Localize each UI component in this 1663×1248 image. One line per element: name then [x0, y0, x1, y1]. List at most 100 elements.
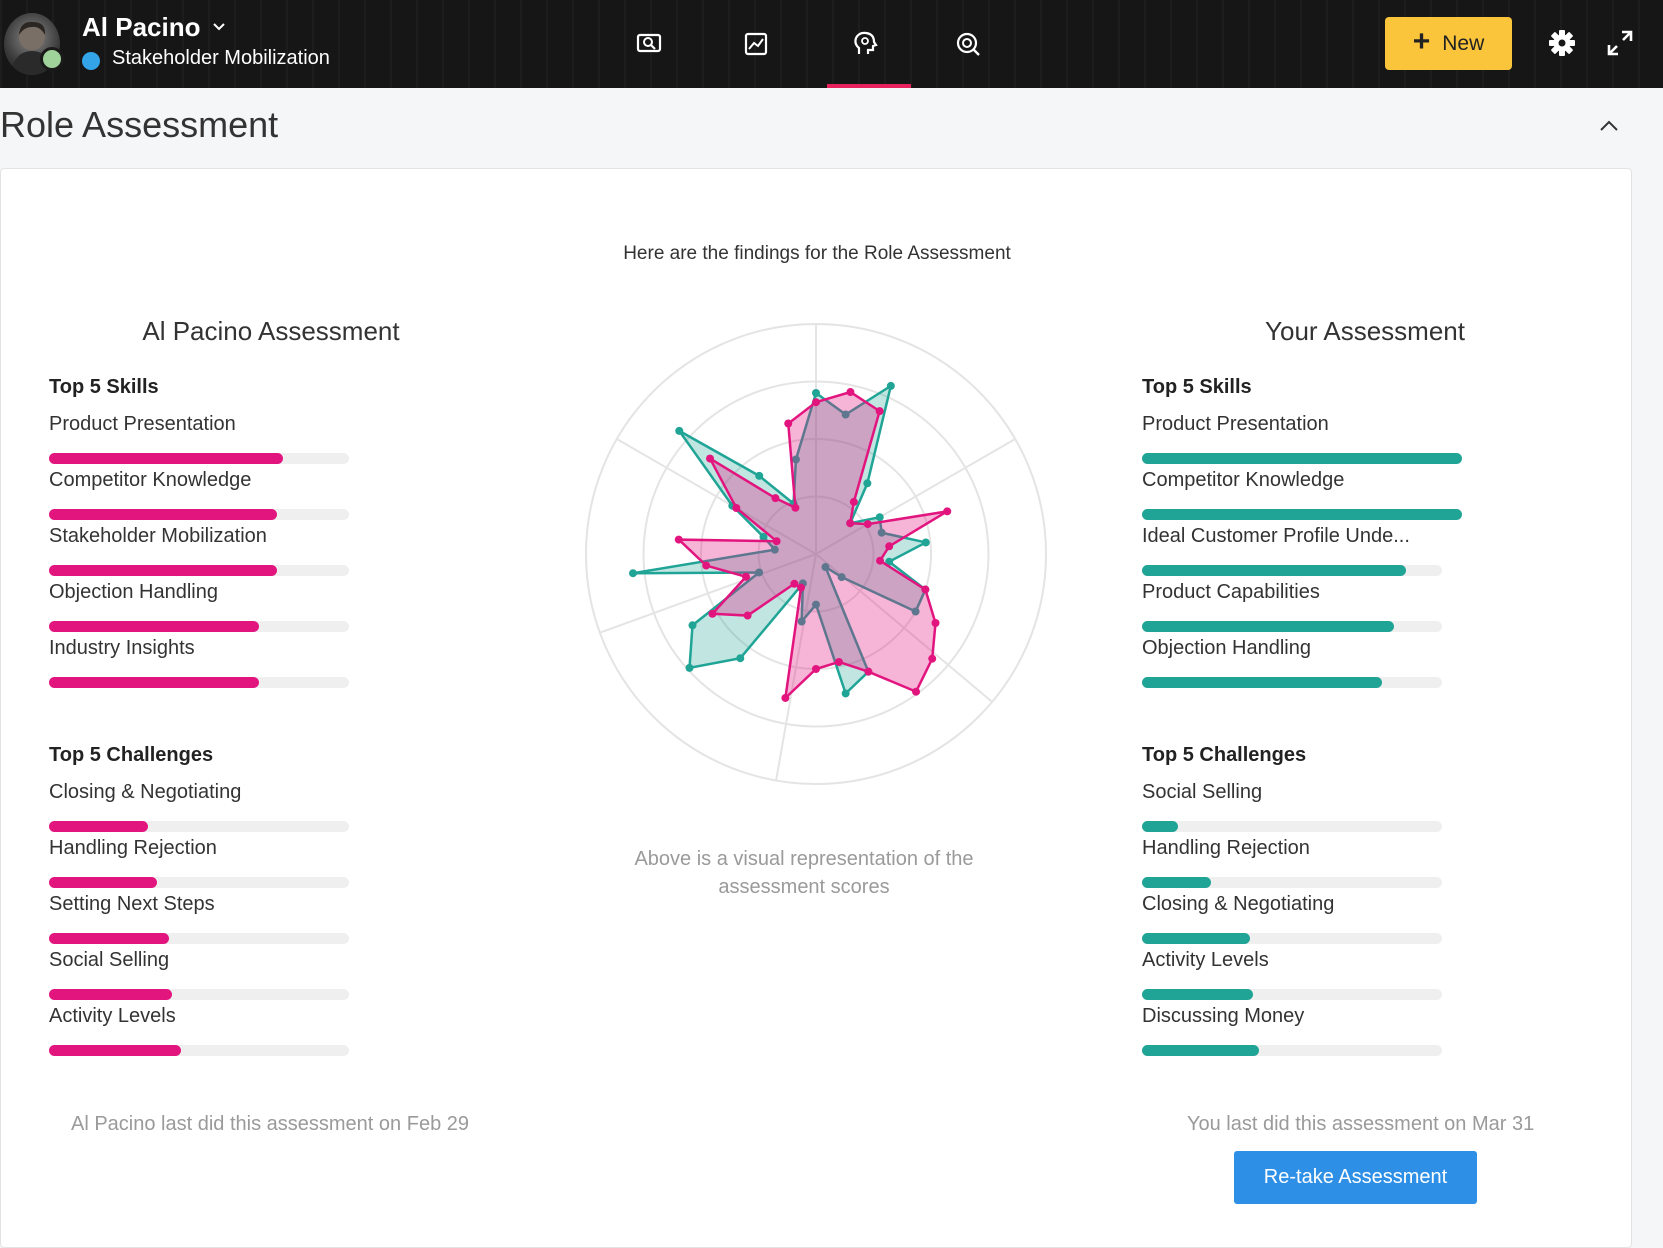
chevron-down-icon[interactable] [212, 19, 226, 37]
assessment-item-label: Closing & Negotiating [1142, 893, 1335, 915]
radar-point [688, 621, 697, 630]
assessment-item-label: Competitor Knowledge [1142, 469, 1345, 491]
score-bar [49, 621, 349, 632]
radar-point [629, 569, 638, 578]
radar-point [885, 542, 894, 551]
assessment-item-label: Handling Rejection [49, 837, 217, 859]
radar-point [849, 497, 858, 506]
radar-point [755, 568, 764, 577]
radar-point [841, 410, 850, 419]
score-bar [49, 565, 349, 576]
right-skills-title: Top 5 Skills [1142, 376, 1252, 398]
radar-point [921, 585, 930, 594]
radar-spoke [775, 553, 817, 781]
radar-spoke [599, 553, 817, 634]
assessment-item-label: Discussing Money [1142, 1005, 1305, 1027]
radar-point [759, 532, 768, 541]
radar-spoke [616, 438, 817, 555]
radar-point [706, 454, 715, 463]
radar-point [864, 667, 873, 676]
radar-point [812, 665, 820, 673]
score-bar [1142, 821, 1442, 832]
radar-point [841, 689, 850, 698]
status-dot [82, 52, 100, 70]
radar-point [732, 504, 741, 512]
score-bar [49, 509, 349, 520]
target-icon[interactable] [954, 30, 982, 58]
radar-chart [585, 323, 1047, 785]
chart-caption: Above is a visual representation of the … [634, 848, 974, 898]
assessment-item-label: Objection Handling [49, 581, 218, 603]
assessment-item-label: Product Presentation [1142, 413, 1329, 435]
fullscreen-icon[interactable] [1605, 28, 1635, 58]
score-bar-fill [1142, 933, 1250, 944]
gear-icon[interactable] [1547, 28, 1577, 58]
radar-point [921, 538, 930, 547]
radar-point [877, 528, 886, 537]
score-bar-fill [1142, 677, 1382, 688]
radar-point [821, 563, 830, 572]
assessment-item-label: Industry Insights [49, 637, 195, 659]
radar-point [812, 389, 820, 397]
plus-icon: + [1412, 25, 1431, 58]
radar-point [876, 556, 885, 565]
score-bar-fill [49, 821, 148, 832]
score-bar-fill [49, 933, 169, 944]
retake-assessment-button[interactable]: Re-take Assessment [1234, 1151, 1477, 1204]
current-context[interactable]: Stakeholder Mobilization [112, 47, 330, 69]
section-title: Role Assessment [0, 104, 279, 145]
radar-point [790, 579, 799, 588]
radar-point [885, 557, 894, 566]
assessment-item-label: Setting Next Steps [49, 893, 215, 915]
score-bar [49, 1045, 349, 1056]
new-button[interactable]: + New [1385, 17, 1512, 70]
score-bar [49, 877, 349, 888]
radar-point [943, 507, 952, 516]
radar-point [928, 654, 937, 663]
user-name[interactable]: Al Pacino [82, 12, 201, 42]
score-bar-fill [1142, 1045, 1259, 1056]
search-screen-icon[interactable] [635, 30, 663, 58]
assessment-item-label: Product Presentation [49, 413, 236, 435]
radar-point [886, 381, 895, 390]
assessment-item-label: Competitor Knowledge [49, 469, 252, 491]
radar-point [846, 388, 855, 397]
radar-point [702, 561, 711, 570]
score-bar-fill [49, 453, 283, 464]
radar-point [863, 479, 872, 488]
radar-point [770, 545, 779, 554]
radar-point [675, 426, 684, 435]
assessment-item-label: Activity Levels [49, 1005, 176, 1027]
presence-badge [40, 47, 64, 71]
assessment-item-label: Activity Levels [1142, 949, 1269, 971]
score-bar-fill [49, 509, 277, 520]
radar-point [784, 419, 793, 428]
score-bar [1142, 989, 1442, 1000]
head-lightbulb-icon[interactable] [851, 30, 879, 58]
assessment-item-label: Product Capabilities [1142, 581, 1320, 603]
radar-point [875, 513, 884, 522]
radar-point [834, 657, 843, 666]
chevron-up-icon[interactable] [1597, 116, 1621, 136]
radar-point [863, 520, 872, 529]
score-bar [49, 989, 349, 1000]
radar-point [791, 455, 800, 464]
score-bar [49, 677, 349, 688]
radar-point [781, 693, 790, 702]
score-bar [49, 453, 349, 464]
score-bar [1142, 453, 1462, 464]
radar-point [797, 617, 806, 626]
score-bar-fill [49, 877, 157, 888]
score-bar-fill [1142, 989, 1253, 1000]
chart-icon[interactable] [742, 30, 770, 58]
radar-point [875, 407, 884, 416]
radar-point [931, 619, 940, 627]
right-challenges-title: Top 5 Challenges [1142, 744, 1307, 766]
radar-point [755, 471, 764, 480]
radar-point [708, 609, 717, 618]
right-column-title: Your Assessment [1265, 316, 1465, 346]
radar-point [911, 607, 920, 616]
score-bar-fill [49, 621, 259, 632]
score-bar-fill [49, 989, 172, 1000]
score-bar [1142, 1045, 1442, 1056]
